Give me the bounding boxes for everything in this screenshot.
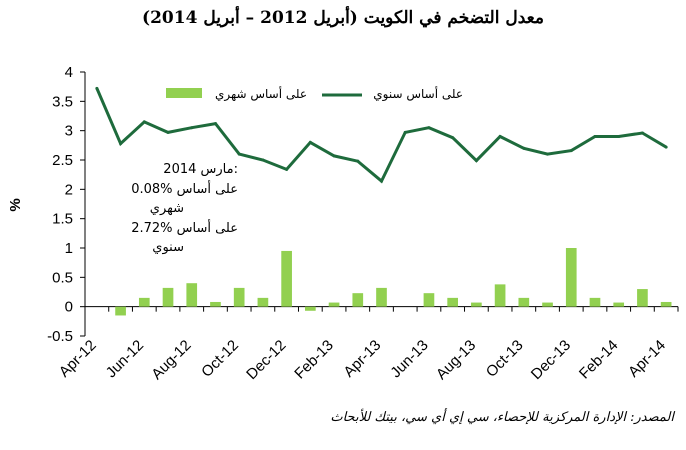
- line-yearly-point: [332, 154, 336, 158]
- line-yearly-point: [546, 152, 550, 156]
- bar-monthly: [233, 287, 245, 307]
- legend-bar-swatch: [166, 88, 202, 98]
- annotation-line-4: 2.72% على أساس: [131, 219, 238, 236]
- x-tick-label: Jun-13: [387, 337, 431, 381]
- line-yearly-point: [142, 120, 146, 124]
- bar-monthly: [471, 302, 482, 307]
- y-tick-label: 0: [65, 299, 73, 316]
- x-tick-label: Oct-13: [483, 337, 527, 381]
- bar-monthly: [352, 293, 364, 307]
- x-tick-label: Feb-13: [291, 337, 337, 383]
- line-yearly-point: [451, 136, 455, 140]
- bar-monthly: [115, 306, 126, 316]
- line-yearly-point: [569, 149, 573, 153]
- y-tick-label: 1.5: [52, 211, 73, 228]
- y-tick-label: 3.5: [52, 93, 73, 110]
- line-yearly-point: [403, 130, 407, 134]
- x-tick-label: Jun-12: [103, 337, 147, 381]
- y-axis-label: %: [7, 198, 24, 211]
- bar-monthly: [660, 301, 672, 307]
- line-yearly-point: [664, 145, 668, 149]
- line-yearly-point: [617, 135, 621, 139]
- bar-monthly: [518, 297, 530, 307]
- y-tick-label: 0.5: [52, 269, 73, 286]
- bar-monthly: [637, 289, 648, 307]
- x-tick-label: Apr-14: [625, 337, 669, 381]
- bar-monthly: [162, 287, 174, 307]
- bar-monthly: [613, 302, 625, 307]
- annotation-line-5: سنوي: [152, 240, 184, 255]
- bar-monthly: [542, 302, 553, 307]
- legend-bar-label: على أساس شهري: [215, 86, 307, 102]
- line-yearly-point: [356, 159, 360, 163]
- source-note: المصدر: الإدارة المركزية للإحصاء، سي إي …: [330, 410, 674, 425]
- line-yearly-point: [261, 158, 265, 162]
- line-yearly-point: [95, 86, 99, 90]
- bar-monthly: [138, 297, 150, 307]
- line-yearly-point: [522, 146, 526, 150]
- x-tick-label: Feb-14: [576, 337, 622, 383]
- y-tick-label: 2.5: [52, 152, 73, 169]
- y-tick-label: 4: [65, 64, 73, 81]
- annotation-line-1: مارس 2014:: [163, 162, 238, 177]
- y-tick-label: 1: [65, 240, 73, 257]
- bar-monthly: [281, 250, 292, 307]
- bar-monthly: [565, 248, 577, 307]
- line-yearly-point: [237, 152, 241, 156]
- y-tick-label: -0.5: [47, 328, 73, 345]
- bar-monthly: [589, 297, 601, 307]
- bar-monthly: [328, 302, 340, 307]
- annotation-line-2: 0.08% على أساس: [131, 180, 238, 197]
- line-yearly-point: [427, 126, 431, 130]
- annotation-line-3: شهري: [150, 201, 184, 216]
- bar-monthly: [305, 306, 316, 311]
- x-tick-label: Dec-12: [243, 337, 289, 383]
- bar-monthly: [494, 284, 506, 307]
- y-tick-label: 3: [65, 123, 73, 140]
- line-yearly-point: [593, 135, 597, 139]
- bar-monthly: [186, 283, 198, 307]
- bar-monthly: [423, 293, 435, 307]
- bar-monthly: [376, 287, 387, 307]
- line-yearly-point: [380, 179, 383, 183]
- x-tick-label: Aug-13: [433, 337, 479, 383]
- line-yearly-point: [190, 126, 194, 130]
- bar-monthly: [447, 297, 458, 307]
- y-tick-label: 2: [65, 181, 73, 198]
- line-yearly-point: [166, 130, 170, 134]
- x-tick-label: Dec-13: [528, 337, 574, 383]
- legend-line-label: على أساس سنوي: [373, 86, 463, 102]
- line-yearly-point: [213, 122, 217, 126]
- line-yearly-point: [119, 142, 123, 146]
- line-yearly-point: [285, 167, 289, 171]
- line-yearly-point: [474, 159, 478, 163]
- bar-monthly: [210, 301, 221, 307]
- line-yearly-point: [498, 135, 502, 139]
- x-tick-label: Oct-12: [198, 337, 242, 381]
- line-yearly-point: [308, 140, 312, 144]
- line-yearly-point: [640, 131, 644, 135]
- annotation: مارس 2014: 0.08% على أساس شهري 2.72% على…: [131, 162, 238, 255]
- x-tick-label: Aug-12: [148, 337, 194, 383]
- x-tick-label: Apr-13: [340, 337, 384, 381]
- bar-monthly: [257, 297, 269, 307]
- chart-title: معدل التضخم في الكويت (أبريل 2012 – أبري…: [142, 8, 544, 28]
